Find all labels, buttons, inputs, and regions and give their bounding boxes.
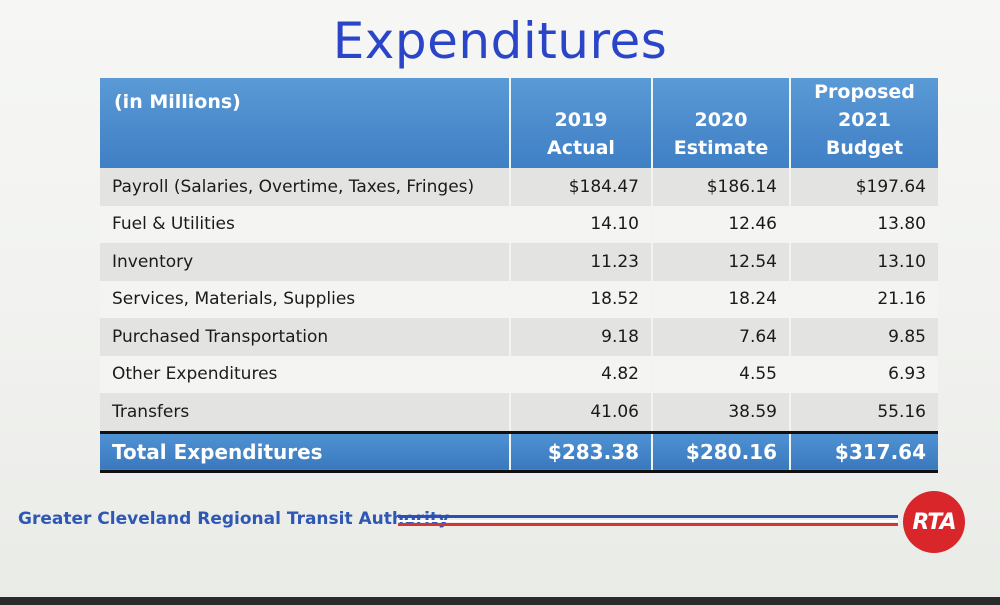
- total-2021-budget: $317.64: [789, 430, 938, 473]
- row-label: Transfers: [100, 393, 510, 432]
- cell-2021-budget: 13.80: [789, 205, 938, 243]
- row-label: Services, Materials, Supplies: [100, 280, 510, 318]
- header-units: (in Millions): [100, 78, 510, 168]
- cell-2020-estimate: 12.54: [651, 243, 790, 281]
- screen-bottom-edge: [0, 597, 1000, 605]
- header-2019-actual: 2019 Actual: [509, 78, 652, 168]
- header-2020-estimate: 2020 Estimate: [651, 78, 790, 168]
- cell-2019-actual: 14.10: [509, 205, 652, 243]
- table-row: Services, Materials, Supplies 18.52 18.2…: [100, 280, 938, 318]
- cell-2020-estimate: 7.64: [651, 318, 790, 356]
- cell-2021-budget: 9.85: [789, 318, 938, 356]
- footer-stripes: [398, 512, 898, 530]
- table-row: Fuel & Utilities 14.10 12.46 13.80: [100, 205, 938, 243]
- cell-2019-actual: 41.06: [509, 393, 652, 432]
- table-row: Payroll (Salaries, Overtime, Taxes, Frin…: [100, 168, 938, 206]
- row-label: Inventory: [100, 243, 510, 281]
- cell-2019-actual: 4.82: [509, 355, 652, 393]
- total-2019-actual: $283.38: [509, 430, 652, 473]
- total-2020-estimate: $280.16: [651, 430, 790, 473]
- slide-title: Expenditures: [332, 12, 668, 70]
- cell-2021-budget: 13.10: [789, 243, 938, 281]
- row-label: Fuel & Utilities: [100, 205, 510, 243]
- cell-2020-estimate: $186.14: [651, 168, 790, 206]
- expenditures-table: (in Millions) 2019 Actual 2020 Estimate …: [100, 78, 938, 473]
- row-label: Purchased Transportation: [100, 318, 510, 356]
- table-header-row: (in Millions) 2019 Actual 2020 Estimate …: [100, 78, 938, 168]
- white-stripe: [398, 520, 898, 522]
- total-row: Total Expenditures $283.38 $280.16 $317.…: [100, 430, 938, 473]
- cell-2021-budget: $197.64: [789, 168, 938, 206]
- header-2020-line2: Estimate: [673, 137, 769, 159]
- header-2020-line1: 2020: [694, 109, 748, 131]
- cell-2019-actual: 11.23: [509, 243, 652, 281]
- table-row: Purchased Transportation 9.18 7.64 9.85: [100, 318, 938, 356]
- row-label: Payroll (Salaries, Overtime, Taxes, Frin…: [100, 168, 510, 206]
- cell-2021-budget: 55.16: [789, 393, 938, 432]
- rta-logo: RTA: [903, 491, 965, 553]
- cell-2019-actual: 9.18: [509, 318, 652, 356]
- red-stripe: [398, 523, 898, 526]
- table-row: Other Expenditures 4.82 4.55 6.93: [100, 355, 938, 393]
- cell-2021-budget: 21.16: [789, 280, 938, 318]
- header-2021-budget: Proposed 2021 Budget: [789, 78, 938, 168]
- cell-2020-estimate: 38.59: [651, 393, 790, 432]
- header-2021-line1: Proposed: [814, 81, 915, 103]
- table-row: Transfers 41.06 38.59 55.16: [100, 393, 938, 432]
- organization-name: Greater Cleveland Regional Transit Autho…: [18, 509, 450, 529]
- row-label: Other Expenditures: [100, 355, 510, 393]
- header-2021-line2: 2021 Budget: [825, 109, 904, 159]
- cell-2020-estimate: 4.55: [651, 355, 790, 393]
- cell-2020-estimate: 12.46: [651, 205, 790, 243]
- cell-2019-actual: $184.47: [509, 168, 652, 206]
- total-label: Total Expenditures: [100, 430, 510, 473]
- cell-2020-estimate: 18.24: [651, 280, 790, 318]
- blue-stripe: [398, 515, 898, 518]
- cell-2021-budget: 6.93: [789, 355, 938, 393]
- cell-2019-actual: 18.52: [509, 280, 652, 318]
- header-2019-actual-label: 2019 Actual: [547, 109, 615, 159]
- table-row: Inventory 11.23 12.54 13.10: [100, 243, 938, 281]
